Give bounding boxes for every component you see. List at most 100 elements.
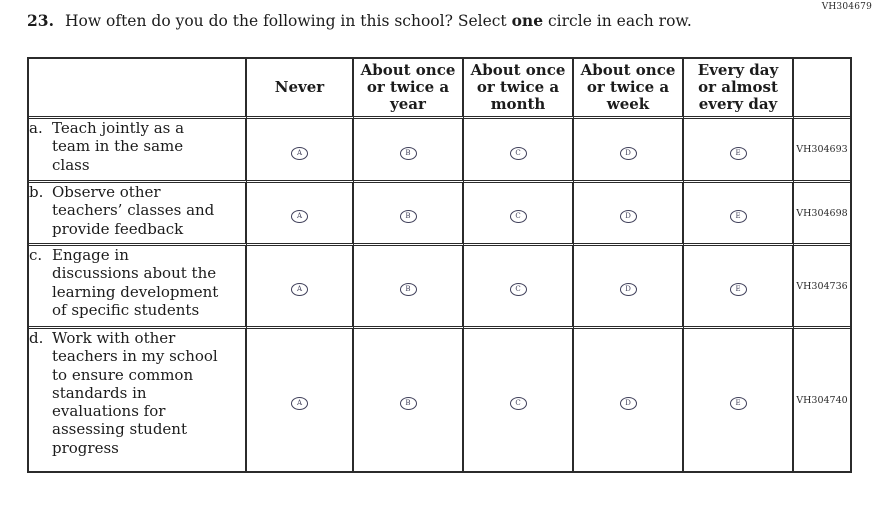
item-cell: b. Observe other teachers’ classes and p… (29, 183, 247, 246)
column-header-item (29, 59, 247, 119)
option-letter: C (515, 399, 521, 407)
table-row: b. Observe other teachers’ classes and p… (29, 183, 850, 246)
item-label: c. (29, 246, 43, 264)
item-cell: d. Work with other teachers in my school… (29, 329, 247, 471)
item-wrap: b. Observe other teachers’ classes and p… (29, 183, 245, 238)
item-text: Observe other teachers’ classes and prov… (52, 183, 215, 238)
option-cell: D (574, 119, 684, 183)
option-cell: A (247, 246, 354, 329)
item-code: VH304698 (794, 183, 850, 246)
option-circle-b[interactable]: B (399, 397, 417, 410)
column-header-every-day: Every day or almost every day (684, 59, 794, 119)
option-cell: A (247, 119, 354, 183)
item-label: d. (29, 329, 44, 347)
item-code: VH304693 (794, 119, 850, 183)
table-row: d. Work with other teachers in my school… (29, 329, 850, 471)
column-header-once-twice-month: About once or twice a month (464, 59, 574, 119)
option-circle-d[interactable]: D (619, 210, 637, 223)
form-accession-code: VH304679 (821, 2, 872, 12)
item-text: Teach jointly as a team in the same clas… (52, 119, 185, 174)
option-letter: D (625, 212, 631, 220)
option-letter: C (515, 285, 521, 293)
item-code: VH304736 (794, 246, 850, 329)
option-cell: D (574, 246, 684, 329)
option-cell: B (354, 183, 464, 246)
option-letter: B (405, 212, 411, 220)
option-circle-c[interactable]: C (509, 146, 527, 160)
option-letter: C (515, 148, 521, 157)
question-number: 23. (27, 11, 54, 30)
option-letter: C (515, 212, 521, 220)
option-letter: D (625, 148, 631, 157)
option-circle-b[interactable]: B (399, 210, 417, 223)
option-letter: E (735, 285, 741, 293)
option-letter: B (405, 285, 411, 293)
option-cell: C (464, 329, 574, 471)
option-circle-d[interactable]: D (619, 397, 637, 410)
option-circle-d[interactable]: D (619, 283, 637, 296)
option-cell: B (354, 329, 464, 471)
option-cell: D (574, 183, 684, 246)
item-wrap: c. Engage in discussions about the learn… (29, 246, 245, 319)
item-label: b. (29, 183, 44, 201)
option-circle-d[interactable]: D (619, 146, 637, 160)
option-cell: A (247, 183, 354, 246)
option-letter: D (625, 285, 631, 293)
option-circle-b[interactable]: B (399, 146, 417, 160)
header-row: Never About once or twice a year About o… (29, 59, 850, 119)
option-circle-c[interactable]: C (509, 283, 527, 296)
option-circle-a[interactable]: A (291, 146, 308, 160)
option-circle-e[interactable]: E (729, 397, 747, 410)
item-cell: a. Teach jointly as a team in the same c… (29, 119, 247, 183)
item-text: Engage in discussions about the learning… (52, 246, 219, 319)
option-letter: A (296, 285, 303, 293)
option-letter: A (296, 148, 303, 157)
option-cell: C (464, 246, 574, 329)
option-cell: B (354, 119, 464, 183)
item-code: VH304740 (794, 329, 850, 471)
option-cell: C (464, 183, 574, 246)
option-circle-c[interactable]: C (509, 210, 527, 223)
option-cell: E (684, 329, 794, 471)
question-text-suffix: circle in each row. (543, 12, 692, 30)
column-header-once-twice-year: About once or twice a year (354, 59, 464, 119)
option-circle-a[interactable]: A (291, 283, 308, 296)
frequency-matrix-table: Never About once or twice a year About o… (27, 57, 852, 473)
table-row: c. Engage in discussions about the learn… (29, 246, 850, 329)
column-header-code (794, 59, 850, 119)
item-wrap: a. Teach jointly as a team in the same c… (29, 119, 245, 174)
option-cell: E (684, 119, 794, 183)
question-text-bold: one (511, 11, 544, 30)
option-letter: B (405, 148, 411, 157)
column-header-never: Never (247, 59, 354, 119)
option-circle-b[interactable]: B (399, 283, 417, 296)
item-wrap: d. Work with other teachers in my school… (29, 329, 245, 457)
option-letter: E (735, 399, 741, 407)
option-cell: E (684, 183, 794, 246)
question-line: 23. How often do you do the following in … (27, 11, 692, 30)
option-cell: E (684, 246, 794, 329)
option-cell: D (574, 329, 684, 471)
question-text: How often do you do the following in thi… (64, 12, 512, 30)
item-cell: c. Engage in discussions about the learn… (29, 246, 247, 329)
option-circle-a[interactable]: A (291, 210, 308, 223)
option-circle-e[interactable]: E (729, 146, 747, 160)
option-circle-a[interactable]: A (291, 397, 308, 410)
option-letter: B (405, 399, 411, 407)
option-letter: A (296, 399, 303, 407)
option-letter: A (296, 212, 303, 220)
option-letter: E (735, 212, 741, 220)
option-circle-e[interactable]: E (729, 210, 747, 223)
option-letter: E (735, 148, 741, 157)
item-label: a. (29, 119, 43, 137)
option-cell: C (464, 119, 574, 183)
column-header-once-twice-week: About once or twice a week (574, 59, 684, 119)
option-cell: B (354, 246, 464, 329)
table-row: a. Teach jointly as a team in the same c… (29, 119, 850, 183)
option-circle-c[interactable]: C (509, 397, 527, 410)
option-letter: D (625, 399, 631, 407)
answer-rows: a. Teach jointly as a team in the same c… (29, 119, 850, 471)
option-circle-e[interactable]: E (729, 283, 747, 296)
item-text: Work with other teachers in my school to… (52, 329, 218, 457)
